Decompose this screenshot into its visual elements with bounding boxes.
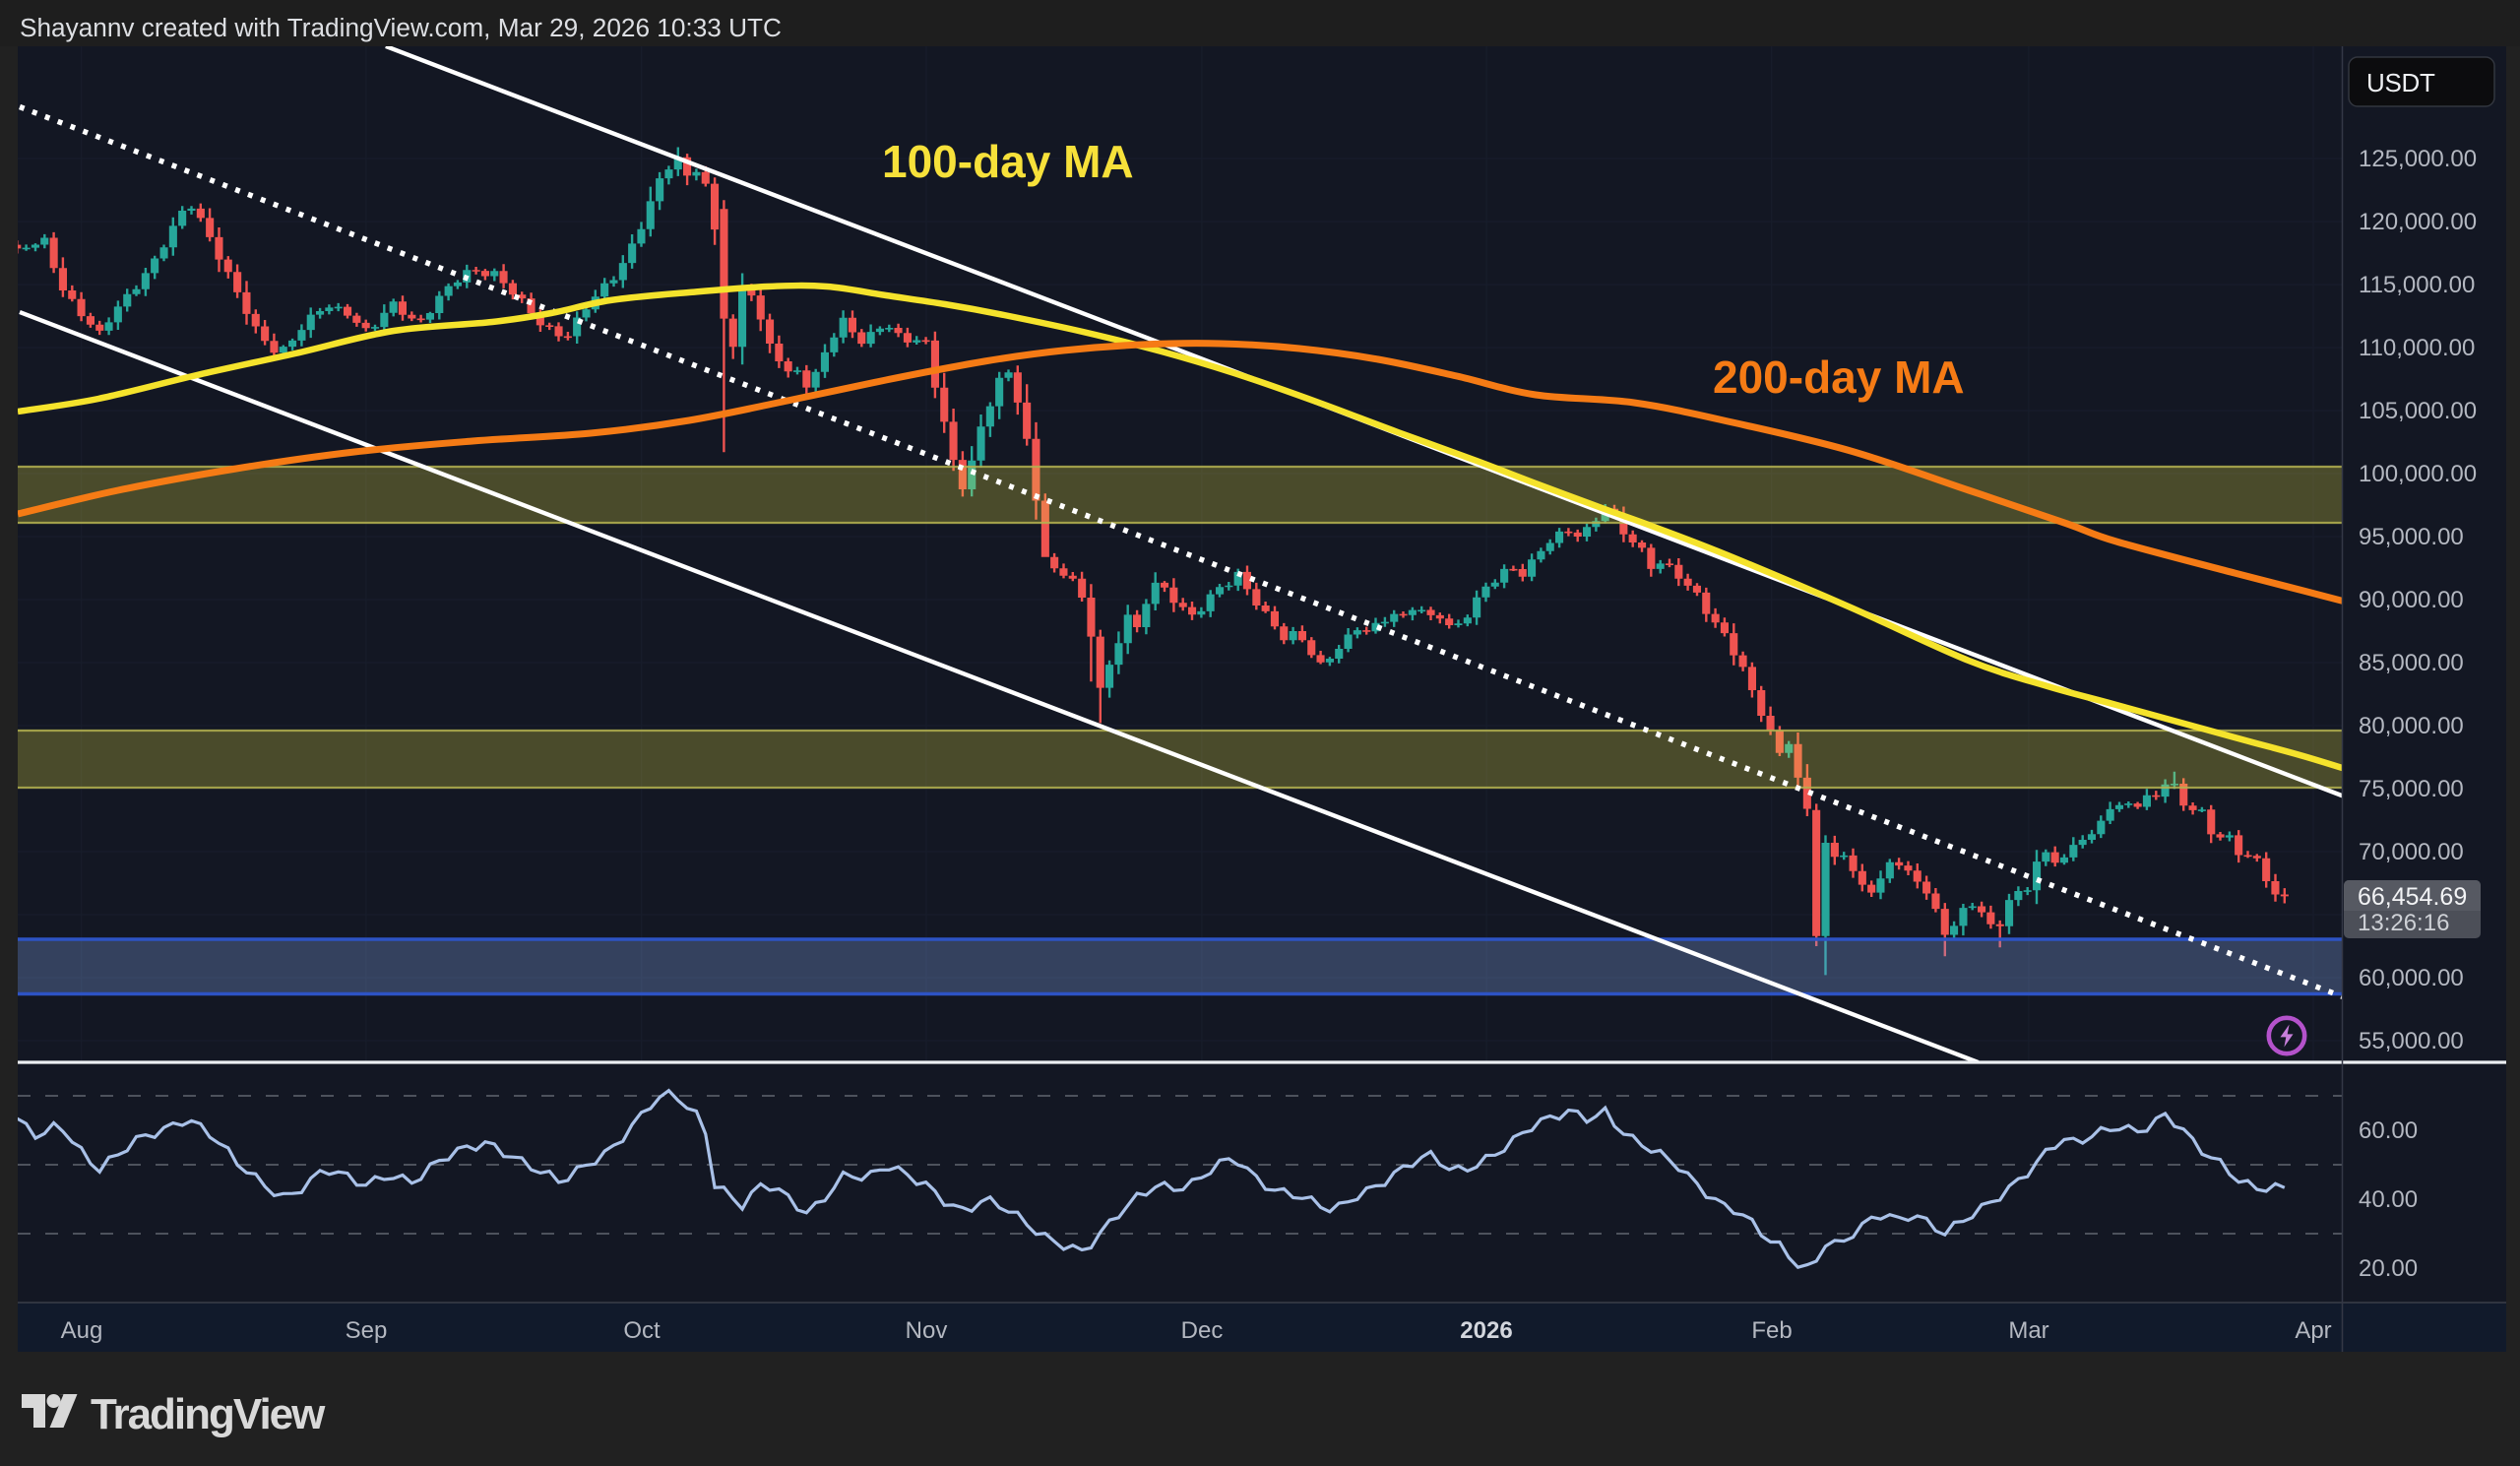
svg-text:120,000.00: 120,000.00	[2359, 209, 2477, 235]
svg-text:Sep: Sep	[346, 1317, 388, 1344]
svg-text:Apr: Apr	[2295, 1317, 2331, 1344]
svg-text:2026: 2026	[1460, 1317, 1512, 1344]
svg-text:Mar: Mar	[2008, 1317, 2048, 1344]
svg-text:125,000.00: 125,000.00	[2359, 146, 2477, 172]
svg-text:75,000.00: 75,000.00	[2359, 776, 2464, 802]
svg-text:Feb: Feb	[1751, 1317, 1792, 1344]
svg-text:Shayannv created with TradingV: Shayannv created with TradingView.com, M…	[20, 13, 782, 42]
svg-text:105,000.00: 105,000.00	[2359, 398, 2477, 424]
svg-text:95,000.00: 95,000.00	[2359, 524, 2464, 550]
svg-text:USDT: USDT	[2366, 68, 2435, 97]
svg-text:13:26:16: 13:26:16	[2358, 910, 2449, 936]
svg-text:Aug: Aug	[61, 1317, 103, 1344]
svg-text:55,000.00: 55,000.00	[2359, 1028, 2464, 1054]
svg-text:20.00: 20.00	[2359, 1255, 2418, 1282]
svg-text:60.00: 60.00	[2359, 1117, 2418, 1144]
svg-text:40.00: 40.00	[2359, 1186, 2418, 1213]
svg-text:Dec: Dec	[1181, 1317, 1224, 1344]
svg-text:90,000.00: 90,000.00	[2359, 587, 2464, 613]
svg-text:200-day MA: 200-day MA	[1713, 351, 1965, 403]
svg-text:Oct: Oct	[623, 1317, 661, 1344]
svg-text:110,000.00: 110,000.00	[2359, 335, 2475, 361]
svg-text:85,000.00: 85,000.00	[2359, 650, 2464, 676]
svg-text:80,000.00: 80,000.00	[2359, 713, 2464, 739]
svg-text:66,454.69: 66,454.69	[2358, 883, 2467, 911]
svg-text:100-day MA: 100-day MA	[882, 136, 1134, 187]
svg-text:Nov: Nov	[906, 1317, 948, 1344]
svg-text:100,000.00: 100,000.00	[2359, 461, 2477, 487]
svg-text:115,000.00: 115,000.00	[2359, 272, 2475, 298]
svg-text:TradingView: TradingView	[91, 1390, 326, 1438]
svg-text:70,000.00: 70,000.00	[2359, 839, 2464, 865]
svg-text:60,000.00: 60,000.00	[2359, 965, 2464, 991]
